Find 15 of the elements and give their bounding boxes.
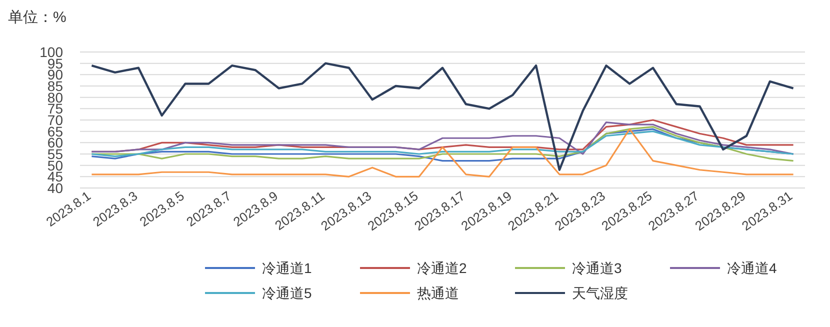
legend-label: 冷通道5 xyxy=(262,285,312,301)
y-axis-title: 单位：% xyxy=(8,9,66,26)
legend-label: 天气湿度 xyxy=(572,285,628,301)
y-tick-label: 70 xyxy=(47,112,64,128)
y-tick-label: 55 xyxy=(47,146,64,162)
y-tick-label: 100 xyxy=(40,44,64,60)
legend-label: 冷通道3 xyxy=(572,260,622,276)
y-tick-label: 40 xyxy=(47,180,64,196)
legend-label: 热通道 xyxy=(417,285,459,301)
legend-label: 冷通道1 xyxy=(262,260,312,276)
line-series xyxy=(90,128,794,178)
line-series xyxy=(90,62,794,171)
legend-label: 冷通道2 xyxy=(417,260,467,276)
y-tick-label: 85 xyxy=(47,78,64,94)
legend-label: 冷通道4 xyxy=(727,260,777,276)
